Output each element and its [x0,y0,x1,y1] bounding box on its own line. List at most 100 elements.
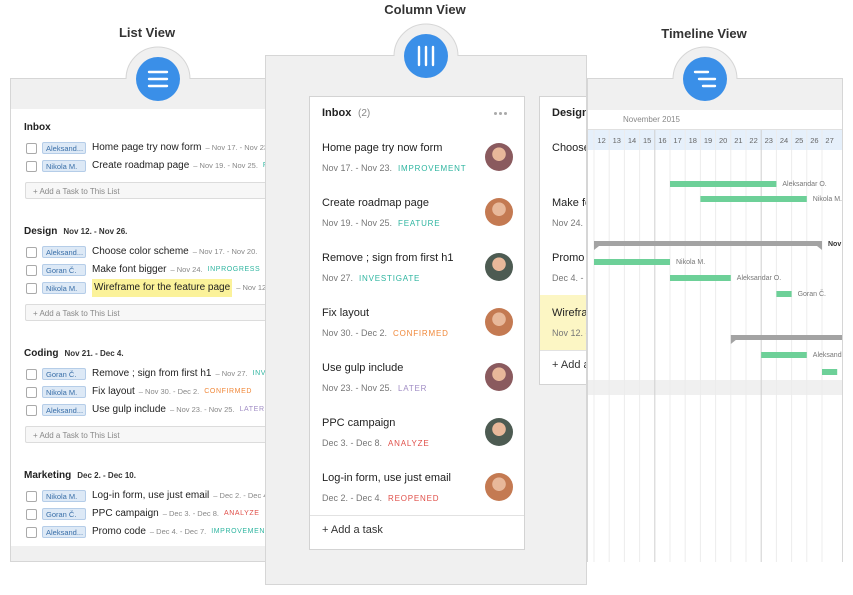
assignee: Aleksand... [42,142,86,154]
card-title: Home page try now form [322,142,443,154]
task-card[interactable]: Promo code Dec 4. - Dec 7. [540,240,586,296]
task-card[interactable]: Choose color scheme [540,130,586,186]
card-title: Wireframe for the feature page [552,307,586,319]
assignee: Aleksand... [42,246,86,258]
day-label: 20 [719,136,727,145]
task-card[interactable]: Log-in form, use just email Dec 2. - Dec … [310,460,524,516]
task-tag: ANALYZE [223,510,260,517]
checkbox[interactable] [26,490,37,502]
card-dates: Nov 27. [322,273,354,283]
assignee: Goran Č. [42,368,86,380]
task-row: Aleksand... Choose color scheme – Nov 17. … [26,243,262,261]
task-card[interactable]: Fix layout Nov 30. - Dec 2. CONFIRMED [310,295,524,351]
task-card[interactable]: Make font bigger Nov 24. [540,185,586,241]
group-bar [594,241,822,250]
bar-label: Aleksandar O. [782,181,826,188]
card-dates: Nov 24. [552,218,584,228]
task-bar [700,196,807,202]
task-row: Nikola M. Create roadmap page – Nov 19. - … [26,157,266,175]
assignee: Aleksand... [42,404,86,416]
card-dates: Nov 12. - Nov 26. [552,328,586,338]
add-task[interactable]: + Add a Task to This List [25,426,266,443]
checkbox[interactable] [26,404,37,416]
task-row: Goran Č. Make font bigger – Nov 24. INPROGR… [26,261,260,279]
task-dates: – Nov 27. [215,369,248,378]
card-title: PPC campaign [322,417,396,429]
menu-dot [499,112,502,115]
task-title: Choose color scheme [92,246,189,257]
group-name: Inbox [24,122,51,133]
assignee: Nikola M. [42,282,86,294]
add-task[interactable]: + Add a Task to This List [25,182,266,199]
task-row: Aleksand... Promo code – Dec 4. - Dec 7. IM… [26,523,266,541]
task-title: Promo code [92,526,146,537]
task-card[interactable]: Create roadmap page Nov 19. - Nov 25. FEAT… [310,185,524,241]
column-header: Design [540,97,586,131]
column-icon[interactable] [386,23,466,86]
task-dates: – Nov 19. - Nov 25. [193,161,258,170]
day-label: 22 [749,136,757,145]
list-icon[interactable] [118,46,198,109]
checkbox[interactable] [26,160,37,172]
task-title: Make font bigger [92,264,167,275]
avatar [485,198,513,226]
add-task[interactable]: + Add a task [552,359,586,371]
task-card[interactable]: PPC campaign Dec 3. - Dec 8. ANALYZE [310,405,524,461]
timeline: November 2015 12 13 14 15 16 17 18 19 20 21 22 23 24 2… [588,110,842,562]
task-card[interactable]: Wireframe for the feature page Nov 12. - … [540,295,586,351]
checkbox[interactable] [26,246,37,258]
avatar [485,473,513,501]
view-heading: Timeline View [661,26,747,41]
day-label: 16 [658,136,666,145]
card-dates: Nov 30. - Dec 2. [322,328,388,338]
task-title: Create roadmap page [92,160,190,171]
task-dates: – Nov 17. - Nov 23. [205,143,267,152]
task-title: Use gulp include [92,404,166,415]
assignee: Nikola M. [42,490,86,502]
add-task[interactable]: + Add a Task to This List [25,304,266,321]
day-label: 25 [795,136,803,145]
timeline-panel: November 2015 12 13 14 15 16 17 18 19 20 21 22 23 24 2… [587,46,843,562]
task-bar [822,369,838,375]
checkbox[interactable] [26,264,37,276]
checkbox[interactable] [26,142,37,154]
bar-label: Aleksandar O. [737,275,781,282]
day-label: 12 [597,136,605,145]
card-dates: Dec 2. - Dec 4. [322,493,383,503]
task-card[interactable]: Use gulp include Nov 23. - Nov 25. LATER [310,350,524,406]
card-dates: Dec 3. - Dec 8. [322,438,383,448]
column-count: (2) [358,108,371,119]
add-task[interactable]: + Add a task [322,524,383,536]
task-card[interactable]: Remove ; sign from first h1 Nov 27. INVEST… [310,240,524,296]
day-label: 19 [704,136,712,145]
day-label: 24 [780,136,788,145]
avatar [485,418,513,446]
timeline-icon[interactable] [665,46,745,109]
day-label: 21 [734,136,742,145]
task-row: Nikola M. Wireframe for the feature page –… [26,279,266,297]
avatar [485,253,513,281]
day-label: 15 [643,136,651,145]
checkbox[interactable] [26,386,37,398]
checkbox[interactable] [26,508,37,520]
checkbox[interactable] [26,368,37,380]
group-heading: Coding Nov 21. - Dec 4. [24,345,124,363]
task-row: Nikola M. Log-in form, use just email – De… [26,487,266,505]
task-dates: – Nov 17. - Nov 20. [192,247,258,256]
card-dates: Nov 17. - Nov 23. [322,163,393,173]
task-bar [670,181,777,187]
task-card[interactable]: Home page try now form Nov 17. - Nov 23. I… [310,130,524,186]
task-dates: – Dec 3. - Dec 8. [162,509,219,518]
column-menu[interactable] [494,112,510,115]
checkbox[interactable] [26,526,37,538]
checkbox[interactable] [26,282,37,294]
day-label: 23 [765,136,773,145]
task-dates: – Dec 4. - Dec 7. [149,527,207,536]
day-label: 27 [825,136,833,145]
group-dates: Nov 21. - Dec 4. [64,349,124,358]
task-tag: IMPROVEMENT [211,528,266,535]
task-tag: INPROGRESS [207,266,261,273]
card-meta: Nov 24. [552,218,583,228]
card-meta: Nov 17. - Nov 23. IMPROVEMENT [322,163,466,173]
